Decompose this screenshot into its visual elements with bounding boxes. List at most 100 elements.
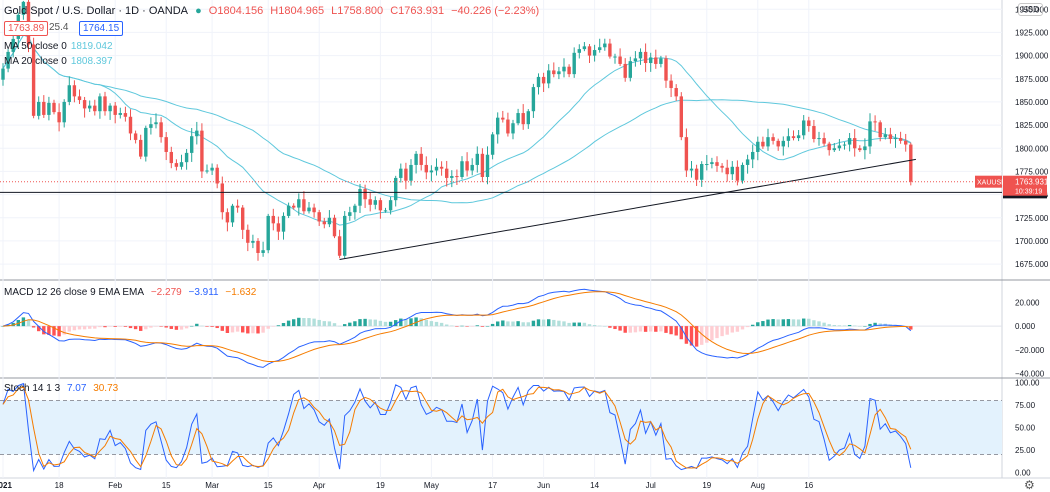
candle: [220, 176, 224, 220]
candle-body: [220, 183, 224, 213]
macd-histogram-bar: [179, 326, 184, 330]
candle: [674, 84, 678, 101]
currency-button[interactable]: USD: [1018, 3, 1043, 16]
macd-histogram-bar: [817, 321, 821, 327]
y-tick-label: 50.00: [1015, 424, 1036, 433]
macd-histogram-bar: [133, 326, 138, 330]
macd-histogram-bar: [531, 320, 536, 327]
candle-body: [465, 161, 469, 171]
candle-body: [694, 168, 699, 180]
candle-body: [195, 130, 199, 137]
candle-body: [904, 140, 908, 145]
candle-body: [521, 113, 525, 125]
macd-histogram-bar: [118, 326, 122, 327]
candle: [42, 95, 46, 118]
macd-histogram-bar: [149, 326, 153, 328]
macd-histogram-bar: [271, 326, 275, 327]
candle-body: [103, 96, 107, 112]
spread-value: 25.4: [49, 22, 69, 33]
candle: [118, 107, 122, 119]
candle: [822, 132, 826, 147]
candle: [77, 89, 82, 105]
macd-histogram-bar: [82, 326, 87, 330]
candle: [363, 184, 367, 208]
candle-body: [373, 200, 377, 205]
candle-body: [516, 113, 520, 124]
candle: [327, 210, 332, 228]
candle-body: [776, 140, 780, 147]
candle-body: [133, 133, 138, 140]
candle: [751, 144, 755, 169]
macd-histogram-bar: [547, 319, 551, 327]
low-value: L1758.800: [331, 5, 384, 17]
macd-histogram-bar: [603, 326, 607, 327]
candle: [628, 56, 632, 82]
x-tick-label: Jun: [537, 481, 550, 490]
candle: [429, 165, 434, 182]
macd-histogram-bar: [327, 321, 332, 327]
macd-histogram-bar: [414, 317, 418, 327]
macd-histogram-bar: [460, 325, 464, 327]
candle-body: [302, 199, 306, 212]
x-tick-label: 2021: [0, 481, 12, 490]
chart-header: Gold Spot / U.S. Dollar · 1D · OANDA ● O…: [4, 5, 543, 17]
candle-body: [567, 66, 571, 75]
macd-histogram-bar: [297, 317, 301, 327]
candle: [847, 133, 852, 152]
x-tick-label: 15: [162, 481, 171, 490]
candle-body: [11, 38, 15, 52]
macd-histogram-bar: [633, 326, 638, 333]
x-tick-label: Feb: [108, 481, 122, 490]
candle: [638, 48, 643, 65]
x-tick-label: 15: [264, 481, 273, 490]
candle-body: [608, 43, 612, 57]
candle: [608, 38, 612, 59]
candle-body: [241, 207, 245, 230]
y-tick-label: 1875.000: [1015, 75, 1049, 84]
candle: [286, 202, 291, 219]
candle-body: [898, 138, 903, 141]
ask-button[interactable]: 1764.15: [79, 21, 124, 36]
gear-icon[interactable]: ⚙: [1024, 478, 1035, 492]
candle-body: [623, 63, 627, 78]
candle-body: [184, 152, 189, 163]
candle-body: [409, 164, 413, 181]
macd-histogram-bar: [57, 326, 61, 337]
candle-body: [485, 154, 490, 177]
candle-body: [541, 76, 546, 84]
candle: [388, 196, 393, 215]
candle-body: [378, 200, 383, 211]
y-tick-label: 1800.000: [1015, 144, 1049, 153]
macd-histogram-bar: [169, 326, 173, 329]
candle-body: [337, 236, 342, 256]
candle: [756, 136, 760, 161]
candle: [276, 216, 281, 240]
macd-histogram-bar: [766, 319, 770, 327]
macd-signal-value: −1.632: [225, 287, 257, 298]
candle: [776, 138, 780, 151]
candle: [21, 0, 26, 20]
y-tick-label: 1925.000: [1015, 28, 1049, 37]
bid-button[interactable]: 1763.89: [4, 21, 49, 36]
candle-body: [246, 229, 250, 243]
candle-body: [812, 126, 816, 139]
candle: [332, 214, 337, 239]
candle: [62, 99, 66, 128]
candle-body: [745, 159, 750, 165]
macd-histogram-bar: [230, 326, 235, 333]
candle-body: [1, 68, 5, 80]
candle-body: [31, 44, 36, 116]
macd-histogram-bar: [756, 322, 760, 327]
candle-body: [292, 205, 296, 208]
macd-histogram-bar: [485, 325, 490, 327]
candle: [108, 103, 112, 120]
candle-body: [164, 137, 168, 152]
macd-histogram-bar: [195, 323, 199, 327]
candle: [557, 66, 561, 80]
macd-histogram-bar: [123, 326, 128, 327]
macd-histogram-bar: [424, 319, 428, 327]
macd-histogram-bar: [113, 326, 117, 327]
x-tick-label: May: [424, 481, 439, 490]
macd-histogram-bar: [608, 326, 612, 328]
